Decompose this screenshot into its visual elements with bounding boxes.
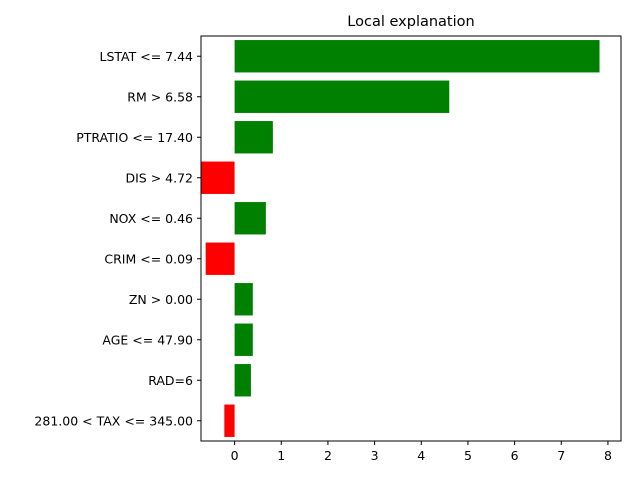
- bar: [234, 40, 600, 73]
- x-tick-label: 5: [464, 448, 472, 463]
- bar: [234, 80, 450, 113]
- x-tick-label: 6: [511, 448, 519, 463]
- category-label: 281.00 < TAX <= 345.00: [34, 413, 193, 428]
- x-ticks-group: 0 1 2 3 4 5 6 7 8: [231, 441, 612, 463]
- category-label: RAD=6: [148, 373, 193, 388]
- x-tick-label: 4: [417, 448, 425, 463]
- bar: [205, 242, 235, 275]
- plot-frame: [200, 35, 622, 442]
- category-labels-group: LSTAT <= 7.44 RM > 6.58 PTRATIO <= 17.40 DI…: [34, 49, 201, 428]
- bar: [224, 404, 235, 437]
- bar: [234, 323, 253, 356]
- bar: [234, 364, 251, 397]
- category-label: CRIM <= 0.09: [104, 251, 193, 266]
- x-tick-label: 7: [557, 448, 565, 463]
- x-tick-label: 2: [324, 448, 332, 463]
- category-label: PTRATIO <= 17.40: [76, 130, 193, 145]
- category-label: LSTAT <= 7.44: [99, 49, 193, 64]
- category-label: NOX <= 0.46: [109, 211, 193, 226]
- category-label: AGE <= 47.90: [102, 332, 193, 347]
- bar: [234, 121, 273, 154]
- x-tick-label: 0: [231, 448, 239, 463]
- chart-title: Local explanation: [347, 14, 474, 30]
- category-label: RM > 6.58: [127, 89, 193, 104]
- x-tick-label: 3: [371, 448, 379, 463]
- bar: [234, 202, 266, 235]
- bars-group: [201, 40, 600, 437]
- category-label: DIS > 4.72: [126, 170, 194, 185]
- bar: [201, 161, 235, 194]
- x-tick-label: 1: [277, 448, 285, 463]
- category-label: ZN > 0.00: [129, 292, 193, 307]
- bar: [234, 283, 253, 316]
- x-tick-label: 8: [604, 448, 612, 463]
